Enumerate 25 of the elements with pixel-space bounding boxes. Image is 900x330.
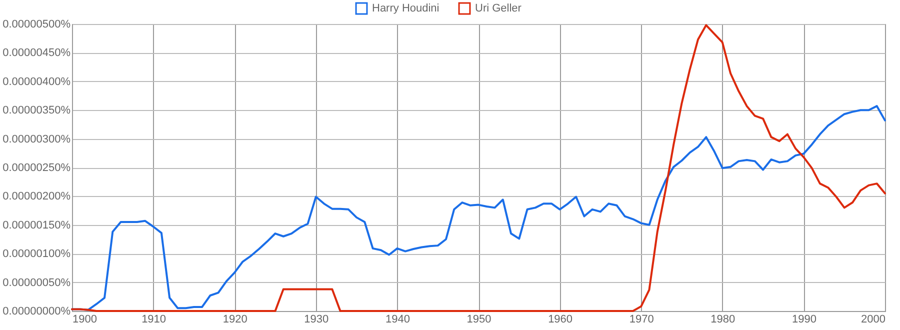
y-tick-label: 0.00000250% <box>2 162 71 174</box>
x-tick-label: 1910 <box>142 314 166 326</box>
x-tick-label: 1920 <box>222 314 248 326</box>
y-tick-label: 0.00000500% <box>2 18 71 30</box>
y-tick-label: 0.00000400% <box>2 76 71 88</box>
y-tick-label: 0.00000150% <box>2 219 71 232</box>
x-tick-label: 1980 <box>710 314 736 326</box>
y-tick-label: 0.00000100% <box>2 248 71 260</box>
x-tick-label: 1950 <box>466 314 492 326</box>
legend-label: Harry Houdini <box>372 2 440 15</box>
y-tick-label: 0.00000000% <box>2 306 71 318</box>
y-tick-label: 0.00000050% <box>2 276 71 289</box>
x-tick-label: 1970 <box>629 314 654 326</box>
line-series <box>71 24 886 312</box>
legend-label: Uri Geller <box>475 2 522 15</box>
x-tick-label: 1900 <box>72 314 97 326</box>
y-tick-label: 0.00000350% <box>2 104 71 117</box>
y-tick-label: 0.00000200% <box>2 190 71 203</box>
x-tick-label: 1990 <box>792 314 816 326</box>
x-tick-label: 1940 <box>385 314 410 326</box>
x-tick-label: 2000 <box>861 314 886 326</box>
y-tick-label: 0.00000450% <box>2 47 71 60</box>
y-tick-label: 0.00000300% <box>2 133 71 146</box>
x-tick-label: 1960 <box>548 314 573 326</box>
x-tick-label: 1930 <box>304 314 329 326</box>
